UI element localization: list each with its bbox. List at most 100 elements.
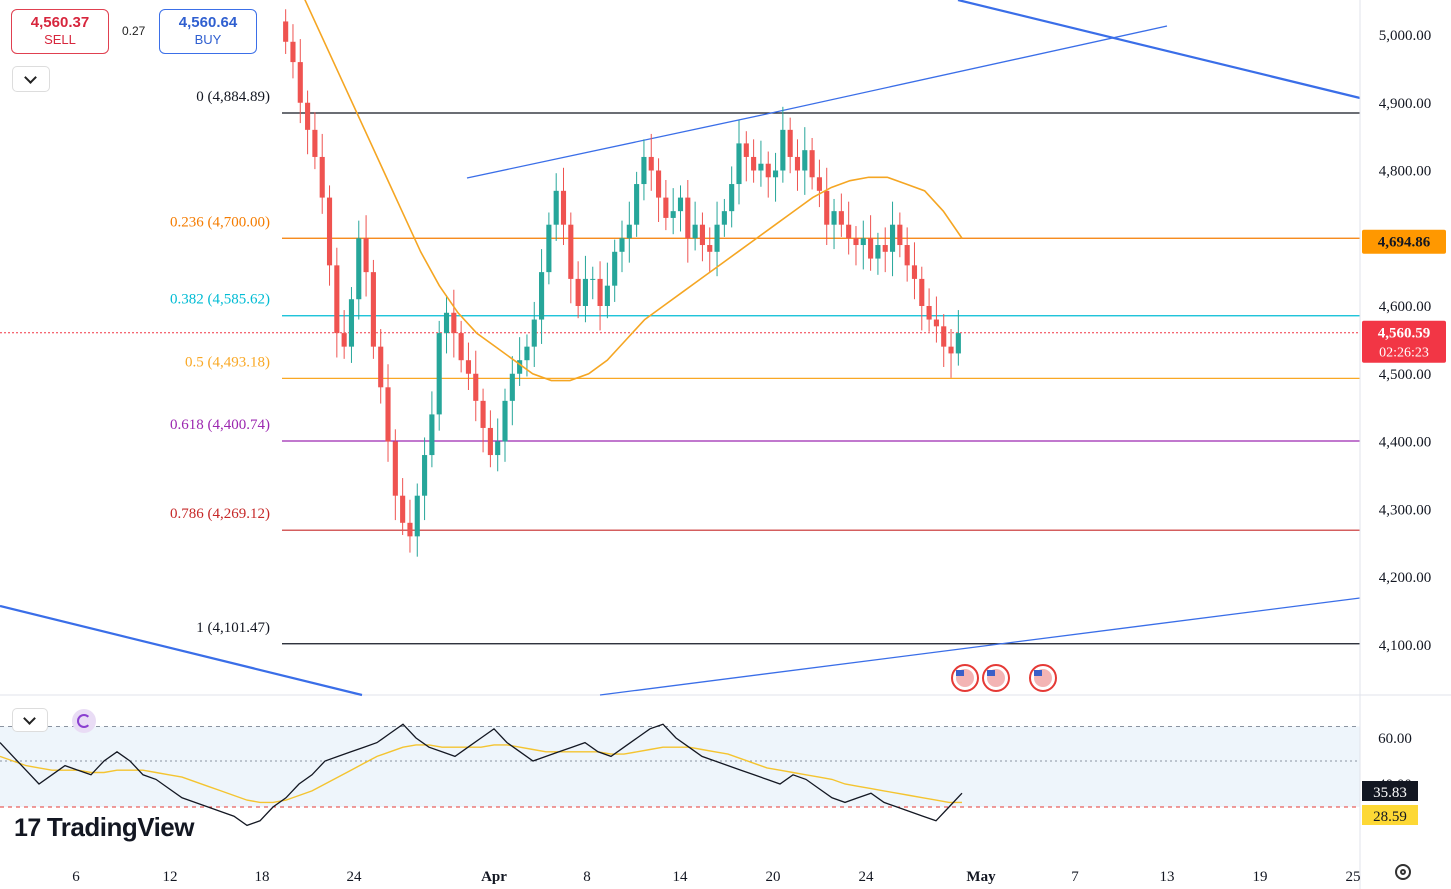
candle-body-23: [451, 312, 457, 334]
candle-body-75: [831, 211, 837, 225]
candle-body-44: [604, 285, 610, 306]
y-tick-8: 4,100.00: [1379, 638, 1432, 654]
x-tick-5: 8: [583, 869, 591, 885]
candle-body-74: [824, 190, 830, 225]
candle-body-6: [326, 197, 333, 266]
candle-body-3: [305, 102, 311, 130]
trendlines: [0, 0, 1361, 697]
tag-rsi-value: 35.83: [1373, 785, 1407, 801]
tag-rsi-signal-bg: [1362, 805, 1418, 825]
candle-body-46: [619, 238, 625, 252]
candle-body-14: [385, 387, 391, 442]
candle-body-18: [414, 495, 420, 537]
candle-body-84: [897, 224, 903, 246]
candle-body-35: [539, 272, 545, 320]
y-tick-4: 4,500.00: [1379, 367, 1432, 383]
rsi-y-tick-0: 60.00: [1378, 731, 1412, 747]
candle-body-27: [480, 400, 486, 428]
candle-body-90: [941, 326, 947, 347]
candle-body-45: [612, 251, 618, 286]
rsi-signal-line: [0, 744, 962, 804]
candle-body-24: [458, 333, 464, 361]
candle-body-8: [341, 333, 347, 347]
trendline-4: [599, 597, 1361, 696]
candle-body-43: [597, 278, 603, 306]
buy-label: BUY: [194, 32, 222, 47]
candlestick-series: [283, 9, 961, 557]
trendline-2: [957, 0, 1361, 100]
candle-body-9: [348, 299, 355, 347]
candle-body-76: [838, 211, 844, 225]
tag-last-price-bg: [1362, 320, 1446, 363]
x-tick-3: 24: [347, 869, 363, 885]
x-tick-10: 7: [1071, 869, 1079, 885]
sell-button[interactable]: 4,560.37 SELL: [11, 9, 109, 54]
candle-body-89: [933, 319, 939, 327]
candle-body-56: [692, 224, 698, 239]
collapse-toggle-button[interactable]: [12, 66, 50, 92]
trendline-3: [0, 604, 363, 697]
candle-body-88: [926, 306, 932, 320]
axes: 5,000.00 4,900.00 4,800.00 4,600.00 4,500.00…: [72, 0, 1446, 889]
candle-body-31: [509, 373, 515, 401]
candle-body-16: [400, 495, 406, 523]
fib-label-6: 1 (4,101.47): [196, 620, 270, 636]
candle-body-91: [948, 346, 954, 354]
candle-body-37: [553, 190, 559, 225]
buy-button[interactable]: 4,560.64 BUY: [159, 9, 257, 54]
x-tick-11: 13: [1160, 869, 1175, 885]
candle-body-87: [919, 278, 925, 306]
trendline-0: [466, 114, 763, 179]
candle-body-11: [363, 238, 369, 273]
tag-countdown: 02:26:23: [1379, 346, 1429, 361]
candle-body-4: [312, 129, 318, 157]
candle-body-53: [670, 211, 676, 218]
candle-body-58: [707, 245, 713, 252]
fibonacci-levels: 0 (4,884.89) 0.236 (4,700.00) 0.382 (4,585…: [0, 89, 1360, 645]
candle-body-81: [875, 245, 881, 259]
x-tick-7: 20: [766, 869, 781, 885]
candle-body-83: [889, 224, 896, 252]
tag-rsi-value-bg: [1362, 781, 1418, 801]
settings-icon[interactable]: [1395, 864, 1411, 880]
y-tick-3: 4,600.00: [1379, 299, 1432, 315]
candle-body-79: [860, 238, 866, 246]
x-tick-4: Apr: [481, 869, 507, 885]
sell-label: SELL: [44, 32, 76, 47]
x-tick-2: 18: [255, 869, 270, 885]
candle-body-63: [743, 143, 749, 157]
spread-value: 0.27: [122, 24, 146, 38]
candle-body-67: [772, 170, 779, 178]
y-tick-0: 5,000.00: [1379, 28, 1432, 44]
candle-body-26: [473, 373, 479, 401]
logo-mark: 17: [14, 814, 41, 842]
us-flag-canton-0: [956, 670, 964, 676]
us-flag-canton-2: [1034, 670, 1042, 676]
candle-body-7: [334, 265, 340, 334]
candle-body-0: [283, 21, 289, 42]
x-tick-12: 19: [1253, 869, 1268, 885]
candle-body-80: [868, 238, 874, 259]
tag-ma-value: 4,694.86: [1378, 235, 1431, 251]
candle-body-66: [765, 163, 771, 178]
candle-body-22: [443, 312, 450, 334]
moving-average-line: [304, 0, 963, 382]
chevron-down-icon: [23, 712, 36, 725]
candle-body-59: [714, 224, 720, 252]
candle-body-51: [656, 170, 662, 198]
logo-text: TradingView: [46, 812, 195, 842]
candle-body-62: [736, 143, 742, 185]
candle-body-73: [816, 177, 822, 191]
fib-label-5: 0.786 (4,269.12): [170, 506, 270, 522]
candle-body-10: [356, 238, 362, 300]
fib-label-2: 0.382 (4,585.62): [170, 292, 270, 308]
event-flags[interactable]: [951, 664, 1057, 692]
refresh-icon[interactable]: [72, 709, 96, 733]
indicator-collapse-button[interactable]: [12, 708, 48, 732]
x-tick-9: May: [966, 869, 996, 885]
candle-body-36: [546, 224, 552, 273]
candle-body-52: [663, 197, 669, 218]
candle-body-38: [560, 190, 567, 225]
rsi-panel: [0, 723, 1360, 827]
